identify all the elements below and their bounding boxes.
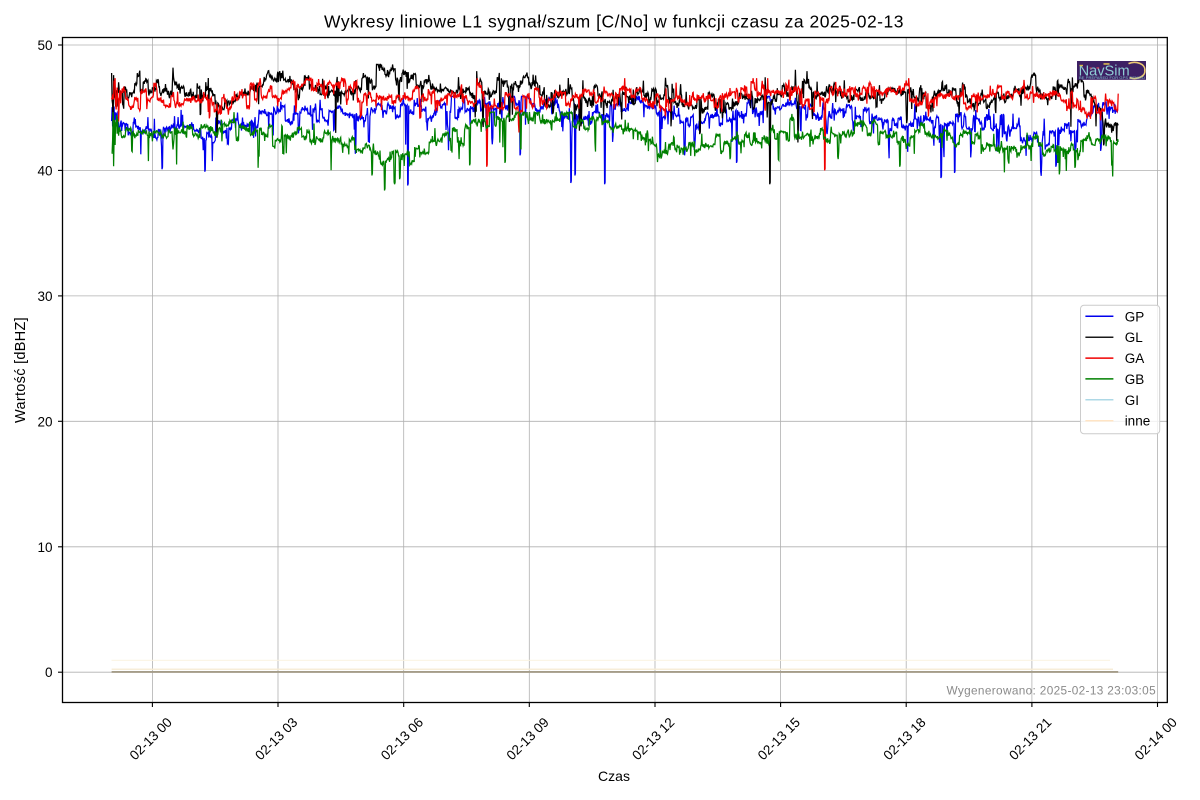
svg-text:10: 10	[37, 540, 52, 555]
svg-text:20: 20	[37, 414, 52, 429]
svg-text:NavSim: NavSim	[1079, 63, 1130, 79]
svg-text:30: 30	[37, 289, 52, 304]
svg-text:GA: GA	[1125, 351, 1145, 366]
svg-text:40: 40	[37, 163, 52, 178]
svg-text:Czas: Czas	[598, 768, 630, 784]
svg-text:Wartość [dBHZ]: Wartość [dBHZ]	[13, 317, 29, 423]
svg-text:GP: GP	[1125, 309, 1145, 324]
svg-text:Wygenerowano: 2025-02-13 23:03: Wygenerowano: 2025-02-13 23:03:05	[946, 684, 1156, 698]
svg-text:0: 0	[45, 665, 53, 680]
svg-text:50: 50	[37, 38, 52, 53]
svg-text:BE PREPARED FOR GPS DENIED: BE PREPARED FOR GPS DENIED	[1079, 75, 1145, 80]
svg-text:GB: GB	[1125, 372, 1145, 387]
svg-text:GL: GL	[1125, 330, 1144, 345]
svg-text:inne: inne	[1125, 414, 1151, 429]
svg-text:Wykresy liniowe L1 sygnał/szum: Wykresy liniowe L1 sygnał/szum [C/No] w …	[324, 12, 904, 32]
svg-text:GI: GI	[1125, 393, 1139, 408]
